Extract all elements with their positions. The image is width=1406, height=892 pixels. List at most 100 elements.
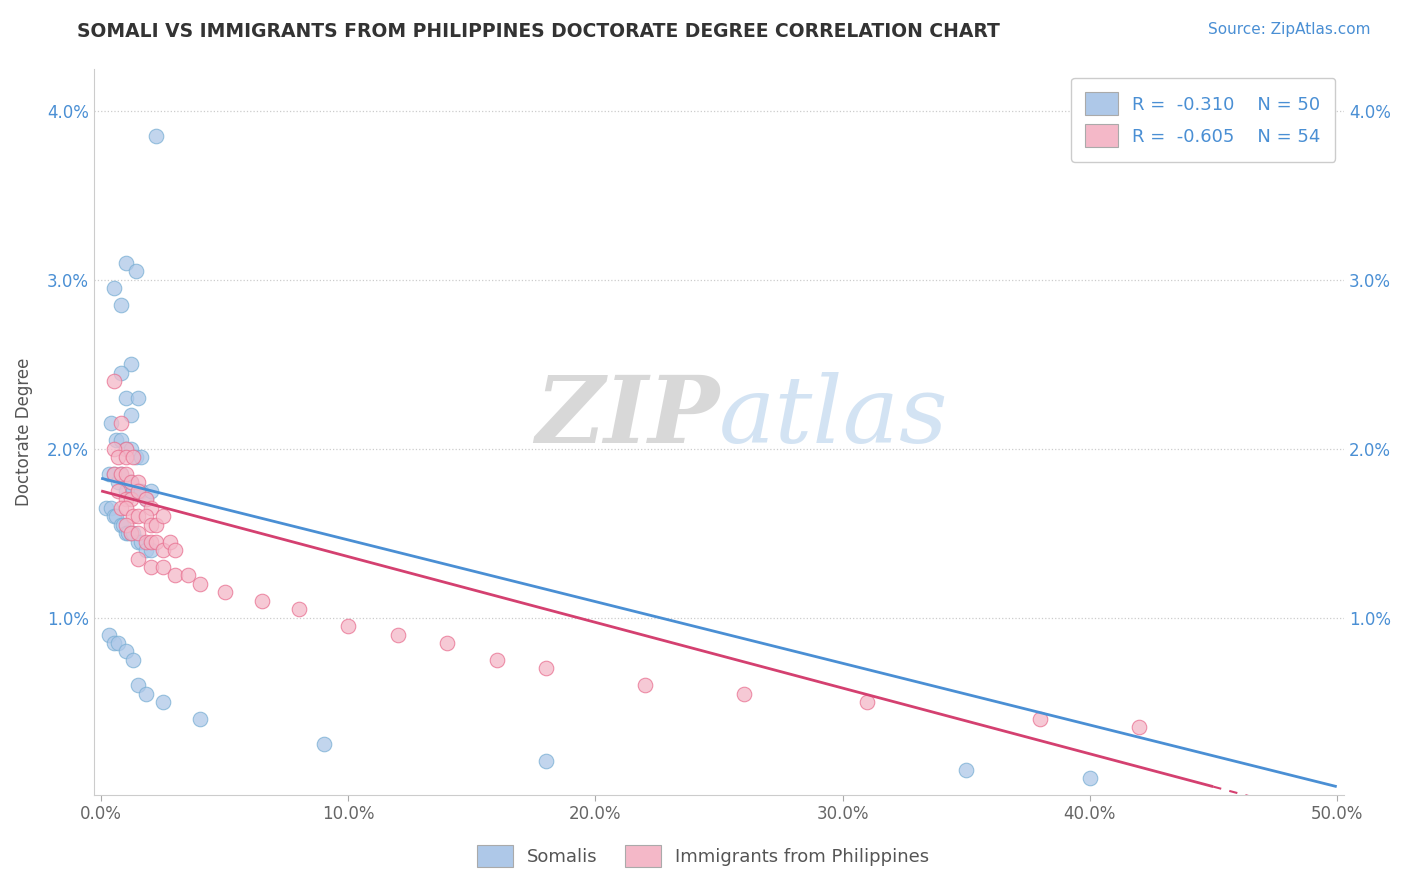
Point: [214, 585, 236, 599]
Point: [152, 695, 174, 709]
Point: [115, 492, 138, 507]
Point: [135, 492, 157, 507]
Point: [250, 593, 273, 607]
Point: [100, 500, 122, 515]
Point: [159, 534, 181, 549]
Point: [122, 450, 145, 464]
Point: [152, 509, 174, 524]
Point: [135, 543, 157, 558]
Point: [107, 450, 129, 464]
Point: [145, 129, 167, 144]
Point: [115, 644, 138, 658]
Text: Source: ZipAtlas.com: Source: ZipAtlas.com: [1208, 22, 1371, 37]
Point: [534, 661, 557, 675]
Point: [139, 517, 162, 532]
Point: [127, 509, 149, 524]
Point: [97, 627, 120, 641]
Point: [129, 450, 152, 464]
Point: [115, 517, 138, 532]
Point: [103, 467, 125, 481]
Point: [125, 450, 148, 464]
Point: [122, 526, 145, 541]
Point: [103, 281, 125, 295]
Point: [1029, 712, 1052, 726]
Point: [122, 483, 145, 498]
Legend: Somalis, Immigrants from Philippines: Somalis, Immigrants from Philippines: [470, 838, 936, 874]
Point: [103, 467, 125, 481]
Point: [1078, 771, 1101, 785]
Point: [117, 526, 139, 541]
Point: [107, 475, 129, 490]
Point: [129, 483, 152, 498]
Point: [127, 534, 149, 549]
Point: [110, 434, 132, 448]
Point: [110, 467, 132, 481]
Point: [115, 256, 138, 270]
Point: [127, 551, 149, 566]
Point: [856, 695, 879, 709]
Point: [135, 534, 157, 549]
Point: [176, 568, 198, 582]
Point: [152, 543, 174, 558]
Point: [107, 636, 129, 650]
Point: [485, 653, 508, 667]
Point: [127, 483, 149, 498]
Point: [139, 534, 162, 549]
Point: [165, 568, 187, 582]
Point: [188, 712, 211, 726]
Point: [104, 434, 127, 448]
Point: [288, 602, 311, 616]
Point: [115, 526, 138, 541]
Point: [337, 619, 360, 633]
Point: [120, 357, 142, 371]
Point: [115, 391, 138, 405]
Point: [534, 754, 557, 768]
Point: [110, 417, 132, 431]
Point: [120, 475, 142, 490]
Point: [103, 509, 125, 524]
Text: SOMALI VS IMMIGRANTS FROM PHILIPPINES DOCTORATE DEGREE CORRELATION CHART: SOMALI VS IMMIGRANTS FROM PHILIPPINES DO…: [77, 22, 1000, 41]
Point: [135, 509, 157, 524]
Point: [104, 509, 127, 524]
Point: [129, 534, 152, 549]
Point: [127, 483, 149, 498]
Point: [139, 543, 162, 558]
Point: [139, 483, 162, 498]
Point: [103, 442, 125, 456]
Point: [120, 526, 142, 541]
Point: [120, 526, 142, 541]
Point: [139, 560, 162, 574]
Point: [135, 492, 157, 507]
Point: [110, 298, 132, 312]
Point: [955, 763, 977, 777]
Text: ZIP: ZIP: [534, 372, 718, 462]
Point: [115, 467, 138, 481]
Point: [120, 442, 142, 456]
Point: [165, 543, 187, 558]
Point: [145, 517, 167, 532]
Point: [1128, 721, 1150, 735]
Point: [125, 264, 148, 278]
Point: [387, 627, 409, 641]
Point: [94, 500, 117, 515]
Point: [115, 442, 138, 456]
Point: [110, 467, 132, 481]
Point: [103, 636, 125, 650]
Point: [733, 687, 755, 701]
Point: [127, 391, 149, 405]
Text: atlas: atlas: [718, 372, 949, 462]
Point: [122, 653, 145, 667]
Legend: R =  -0.310    N = 50, R =  -0.605    N = 54: R = -0.310 N = 50, R = -0.605 N = 54: [1071, 78, 1336, 161]
Point: [97, 467, 120, 481]
Point: [135, 687, 157, 701]
Point: [436, 636, 458, 650]
Point: [127, 678, 149, 692]
Point: [103, 374, 125, 388]
Point: [145, 534, 167, 549]
Point: [634, 678, 657, 692]
Point: [122, 509, 145, 524]
Point: [110, 517, 132, 532]
Point: [127, 526, 149, 541]
Point: [115, 442, 138, 456]
Point: [115, 500, 138, 515]
